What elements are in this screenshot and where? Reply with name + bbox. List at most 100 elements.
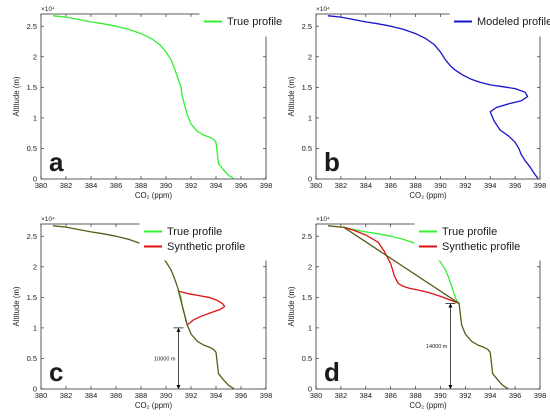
x-tick-label: 384	[85, 181, 98, 190]
x-tick-label: 386	[110, 391, 123, 400]
y-tick-label: 2	[308, 52, 312, 61]
x-tick-label: 382	[60, 181, 73, 190]
y-tick-label: 2.5	[27, 22, 37, 31]
x-tick-label: 380	[310, 391, 323, 400]
x-axis-label: CO₂ (ppm)	[135, 401, 173, 410]
x-tick-label: 398	[534, 181, 547, 190]
panel-b: 380 382 384 386 388 390 392 394 396 398 0 0.5 1 1.5 2 2…	[287, 6, 550, 200]
x-tick-label: 390	[160, 391, 173, 400]
annotation-arrowhead-bottom	[448, 385, 453, 389]
y-tick-label: 1.5	[27, 293, 37, 302]
plot-frame	[40, 13, 267, 180]
y-tick-label: 2.5	[302, 232, 312, 241]
y-tick-label: 2	[33, 52, 37, 61]
x-tick-label: 386	[384, 181, 397, 190]
panel-c: 380 382 384 386 388 390 392 394 396 398 0 0.5 1 1.5 2 2…	[12, 216, 272, 410]
x-tick-label: 382	[335, 391, 348, 400]
x-axis-label: CO₂ (ppm)	[409, 191, 447, 200]
y-tick-label: 0	[33, 175, 37, 184]
x-tick-label: 382	[335, 181, 348, 190]
y-tick-label: 0.5	[302, 354, 312, 363]
x-tick-label: 384	[360, 391, 373, 400]
legend-label: Modeled profile	[477, 16, 550, 28]
x-tick-label: 380	[35, 391, 48, 400]
y-scale-label: ×10⁴	[316, 216, 330, 223]
x-tick-label: 394	[484, 181, 497, 190]
x-tick-label: 382	[60, 391, 73, 400]
legend-label: Synthetic profile	[442, 241, 520, 253]
x-tick-label: 392	[185, 391, 198, 400]
y-scale-label: ×10⁴	[41, 216, 55, 223]
x-tick-label: 398	[260, 391, 273, 400]
y-tick-label: 0.5	[27, 144, 37, 153]
shared-profile-line	[327, 225, 509, 390]
y-axis-label: Altitude (m)	[287, 76, 296, 116]
x-tick-label: 380	[35, 181, 48, 190]
y-tick-label: 2	[33, 262, 37, 271]
x-tick-label: 388	[409, 181, 422, 190]
annotation-arrowhead-bottom	[176, 385, 181, 389]
legend-label: True profile	[167, 226, 222, 238]
x-axis-label: CO₂ (ppm)	[135, 191, 173, 200]
x-tick-label: 390	[160, 181, 173, 190]
y-tick-label: 1	[33, 113, 37, 122]
panel-letter: d	[324, 357, 340, 387]
x-tick-label: 388	[409, 391, 422, 400]
legend-box	[449, 13, 541, 37]
x-tick-label: 396	[235, 181, 248, 190]
panel-d: 380 382 384 386 388 390 392 394 396 398 0 0.5 1 1.5 2 2…	[287, 216, 546, 410]
y-tick-label: 1	[308, 113, 312, 122]
x-tick-label: 388	[135, 181, 148, 190]
annotation-label: 14000 m	[426, 344, 448, 350]
legend-label: True profile	[442, 226, 497, 238]
x-axis-label: CO₂ (ppm)	[409, 401, 447, 410]
x-tick-label: 392	[459, 181, 472, 190]
y-tick-label: 2.5	[27, 232, 37, 241]
y-tick-label: 2.5	[302, 22, 312, 31]
x-tick-label: 384	[360, 181, 373, 190]
x-tick-label: 396	[235, 391, 248, 400]
panel-a: 380 382 384 386 388 390 392 394 396 398 0 0.5 1 1.5 2 2…	[12, 6, 282, 200]
annotation-label: 10000 m	[154, 356, 176, 362]
shared-profile-line	[52, 225, 235, 390]
x-tick-label: 394	[210, 391, 223, 400]
synthetic-profile-line	[342, 226, 460, 305]
y-axis-label: Altitude (m)	[12, 76, 21, 116]
y-tick-label: 0.5	[27, 354, 37, 363]
y-tick-label: 0	[33, 385, 37, 394]
y-tick-label: 1.5	[302, 83, 312, 92]
y-tick-label: 0	[308, 385, 312, 394]
plot-frame	[315, 13, 541, 180]
x-tick-label: 386	[384, 391, 397, 400]
y-tick-label: 2	[308, 262, 312, 271]
x-tick-label: 396	[509, 391, 522, 400]
legend-label: Synthetic profile	[167, 241, 245, 253]
y-tick-label: 1	[33, 323, 37, 332]
x-tick-label: 390	[434, 181, 447, 190]
x-tick-label: 394	[210, 181, 223, 190]
legend-box	[139, 223, 267, 261]
y-axis-label: Altitude (m)	[287, 286, 296, 326]
x-tick-label: 380	[310, 181, 323, 190]
annotation-arrowhead-top	[448, 303, 453, 308]
synthetic-profile-line	[177, 290, 226, 326]
x-tick-label: 396	[509, 181, 522, 190]
x-tick-label: 392	[459, 391, 472, 400]
x-tick-label: 394	[484, 391, 497, 400]
y-scale-label: ×10⁴	[41, 6, 55, 13]
x-tick-label: 384	[85, 391, 98, 400]
x-tick-label: 386	[110, 181, 123, 190]
y-tick-label: 1	[308, 323, 312, 332]
panel-letter: c	[49, 357, 63, 387]
panel-letter: b	[324, 147, 340, 177]
x-tick-label: 398	[260, 181, 273, 190]
y-tick-label: 1.5	[27, 83, 37, 92]
y-tick-label: 0.5	[302, 144, 312, 153]
x-tick-label: 392	[185, 181, 198, 190]
y-axis-label: Altitude (m)	[12, 286, 21, 326]
annotation-arrowhead-top	[176, 327, 181, 332]
x-tick-label: 388	[135, 391, 148, 400]
legend-box	[199, 13, 267, 37]
y-tick-label: 1.5	[302, 293, 312, 302]
